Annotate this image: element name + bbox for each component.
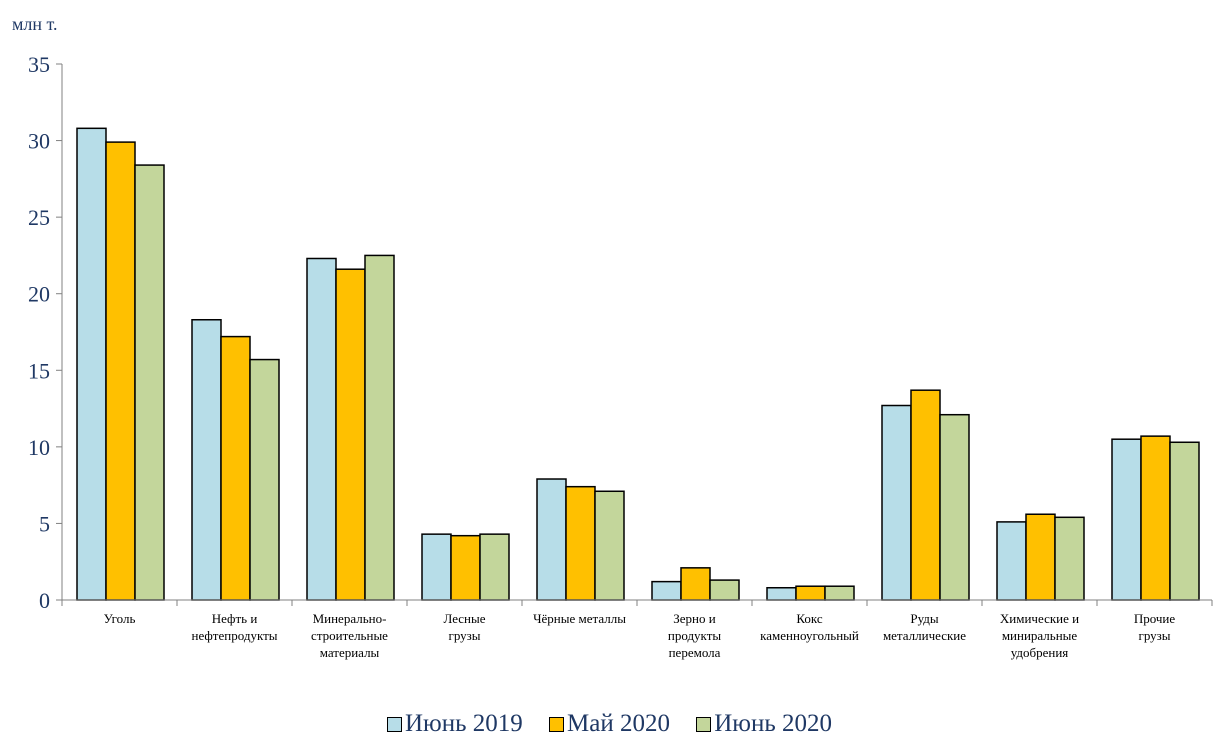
bar — [565, 485, 596, 601]
y-tick-label: 30 — [28, 129, 50, 154]
bar — [76, 127, 107, 601]
category-label: Кокс каменноугольный — [760, 611, 859, 643]
bar — [996, 521, 1027, 601]
legend-label-june-2019: Июнь 2019 — [405, 710, 523, 737]
y-tick-label: 20 — [28, 282, 50, 307]
bar — [364, 254, 395, 601]
bar — [824, 585, 855, 601]
bar-chart: 0 5 10 15 20 25 30 35 Уголь Нефть и нефтепродукты М… — [28, 52, 1213, 660]
bar — [1054, 516, 1085, 601]
y-tick-label: 5 — [39, 511, 50, 536]
bar — [651, 580, 682, 601]
category-label: Прочие грузы — [1134, 611, 1176, 643]
legend-swatch-june-2019 — [387, 716, 402, 732]
legend-label-may-2020: Май 2020 — [567, 710, 670, 737]
bar — [220, 335, 251, 601]
bar — [594, 490, 625, 601]
bar — [939, 413, 970, 601]
bar — [1111, 438, 1142, 601]
category-label: Лесные грузы — [443, 611, 485, 643]
bar — [795, 585, 826, 601]
y-tick-label: 15 — [28, 358, 50, 383]
bar — [881, 404, 912, 601]
category-label: Руды металлические — [883, 611, 966, 643]
bar — [766, 586, 797, 601]
category-label: Чёрные металлы — [533, 611, 626, 626]
legend-swatch-june-2020 — [696, 716, 712, 732]
bar — [479, 533, 510, 601]
bar — [134, 164, 165, 601]
bar — [1169, 441, 1200, 601]
bar — [1025, 513, 1056, 601]
category-label: Уголь — [104, 611, 136, 626]
bar — [709, 579, 740, 601]
bar — [910, 389, 941, 601]
legend-item-may-2020: Май 2020 — [549, 710, 670, 738]
bar — [680, 567, 711, 601]
legend-swatch-may-2020 — [549, 716, 565, 732]
bar — [1140, 435, 1171, 601]
category-label: Зерно и продукты перемола — [668, 611, 722, 660]
bar — [249, 358, 280, 601]
bar — [536, 478, 567, 601]
bar — [191, 318, 222, 601]
legend-label-june-2020: Июнь 2020 — [714, 710, 832, 737]
y-unit-label: млн т. — [12, 14, 58, 34]
bar — [421, 533, 452, 601]
category-label: Химические и миниральные удобрения — [1000, 611, 1079, 660]
y-tick-label: 10 — [28, 435, 50, 460]
bar — [105, 141, 136, 601]
category-label: Нефть и нефтепродукты — [191, 611, 277, 643]
y-tick-label: 0 — [39, 588, 50, 613]
y-tick-label: 25 — [28, 205, 50, 230]
legend: Июнь 2019 Май 2020 Июнь 2020 — [0, 710, 1219, 739]
bar — [306, 257, 337, 601]
y-tick-label: 35 — [28, 52, 50, 77]
legend-item-june-2019: Июнь 2019 — [387, 710, 523, 738]
category-label: Минерально-строительные материалы — [311, 611, 388, 660]
bar — [335, 268, 366, 601]
bar — [450, 534, 481, 601]
legend-item-june-2020: Июнь 2020 — [696, 710, 832, 738]
